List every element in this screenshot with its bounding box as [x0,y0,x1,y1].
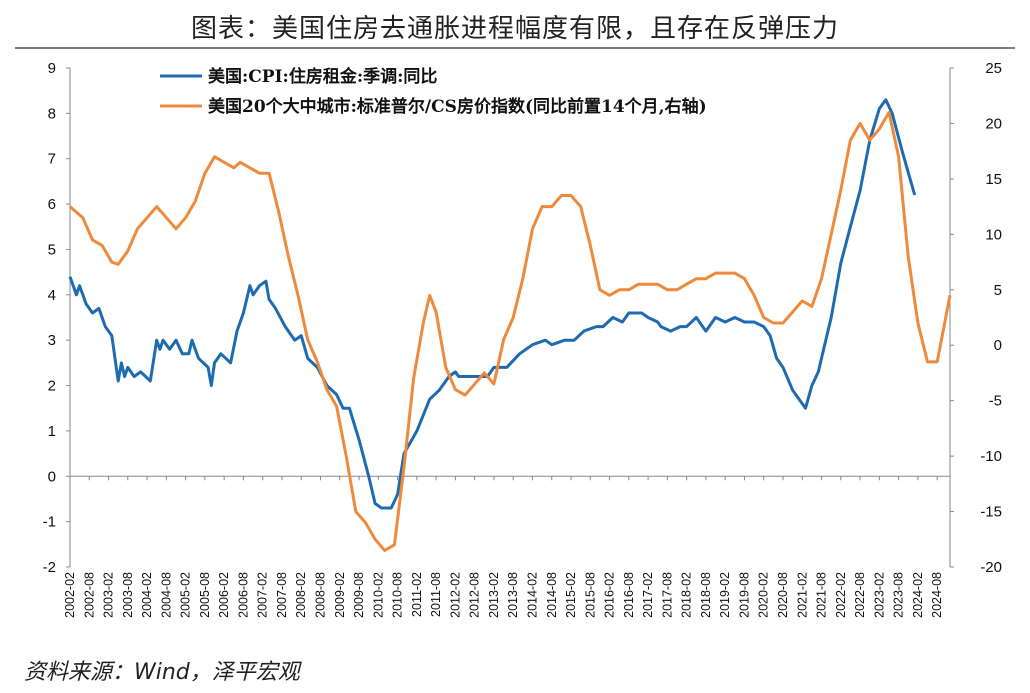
x-tick-label: 2002-08 [82,572,96,618]
x-tick-label: 2021-08 [815,572,829,618]
x-tick-label: 2015-02 [564,572,578,618]
y-right-tick-label: -10 [980,448,1002,465]
x-tick-label: 2016-08 [622,572,636,618]
x-tick-label: 2018-02 [680,572,694,618]
x-tick-label: 2012-02 [448,572,462,618]
x-tick-label: 2002-02 [63,572,77,618]
y-left-tick-label: 8 [48,105,56,122]
x-tick-label: 2014-08 [545,572,559,618]
y-right-tick-label: -5 [989,393,1002,410]
y-left-tick-label: 2 [48,378,56,395]
x-tick-label: 2004-08 [159,572,173,618]
x-tick-label: 2012-08 [468,572,482,618]
y-right-tick-label: 20 [985,115,1002,132]
y-left-tick-label: 3 [48,332,56,349]
x-tick-label: 2022-08 [853,572,867,618]
x-tick-label: 2017-08 [660,572,674,618]
x-tick-label: 2005-08 [198,572,212,618]
y-left-tick-label: 4 [48,287,56,304]
y-right-tick-label: 0 [994,337,1002,354]
x-tick-label: 2005-02 [179,572,193,618]
x-tick-label: 2018-08 [699,572,713,618]
x-tick-label: 2016-02 [603,572,617,618]
chart-title: 图表：美国住房去通胀进程幅度有限，且存在反弹压力 [190,14,839,44]
legend-label-cpi: 美国:CPI:住房租金:季调:同比 [208,66,437,87]
x-tick-label: 2010-08 [391,572,405,618]
x-tick-label: 2020-02 [757,572,771,618]
x-tick-label: 2023-08 [892,572,906,618]
x-tick-label: 2007-08 [275,572,289,618]
x-tick-label: 2009-08 [352,572,366,618]
x-tick-label: 2009-02 [333,572,347,618]
y-right-tick-label: 10 [985,226,1002,243]
y-right-tick-label: 15 [985,171,1002,188]
y-right-tick-label: -20 [980,559,1002,576]
x-tick-label: 2020-08 [776,572,790,618]
x-tick-label: 2017-02 [641,572,655,618]
chart-lines [68,98,952,552]
x-tick-label: 2022-02 [834,572,848,618]
y-left-tick-label: -2 [43,559,56,576]
y-right-tick-label: 5 [994,282,1002,299]
y-left-tick-label: 1 [48,423,56,440]
source-note: 资料来源：Wind，泽平宏观 [24,660,300,685]
x-tick-label: 2013-02 [487,572,501,618]
x-tick-label: 2010-02 [371,572,385,618]
x-tick-label: 2014-02 [525,572,539,618]
x-tick-label: 2024-02 [911,572,925,618]
x-tick-label: 2011-08 [429,572,443,617]
series-case-shiller-line [69,110,952,552]
title-divider [15,47,1015,49]
x-tick-label: 2006-02 [217,572,231,618]
x-tick-label: 2013-08 [506,572,520,618]
x-tick-label: 2003-02 [102,572,116,618]
x-tick-label: 2007-02 [256,572,270,618]
x-tick-label: 2003-08 [121,572,135,618]
x-tick-label: 2021-02 [795,572,809,618]
x-tick-label: 2024-08 [930,572,944,618]
x-tick-label: 2008-08 [314,572,328,618]
legend-label-case-shiller: 美国20个大中城市:标准普尔/CS房价指数(同比前置14个月,右轴) [208,96,707,117]
y-left-tick-label: -1 [43,514,56,531]
y-right-tick-label: -15 [980,504,1002,521]
y-left-tick-label: 9 [48,60,56,77]
x-tick-label: 2004-02 [140,572,154,618]
chart-legend: 美国:CPI:住房租金:季调:同比美国20个大中城市:标准普尔/CS房价指数(同… [160,66,707,117]
y-right-tick-label: 25 [985,60,1002,77]
y-left-tick-label: 0 [48,468,56,485]
x-tick-label: 2008-02 [294,572,308,618]
y-left-tick-label: 7 [48,151,56,168]
x-tick-label: 2011-02 [410,572,424,617]
x-tick-label: 2006-08 [236,572,250,618]
y-left-tick-label: 5 [48,241,56,258]
x-tick-label: 2019-02 [718,572,732,618]
x-tick-label: 2015-08 [583,572,597,618]
series-cpi-shelter-line [68,98,917,510]
chart-axes: -2-10123456789-20-15-10-505101520252002-… [43,60,1002,618]
y-left-tick-label: 6 [48,196,56,213]
x-tick-label: 2023-02 [872,572,886,618]
x-tick-label: 2019-08 [737,572,751,618]
